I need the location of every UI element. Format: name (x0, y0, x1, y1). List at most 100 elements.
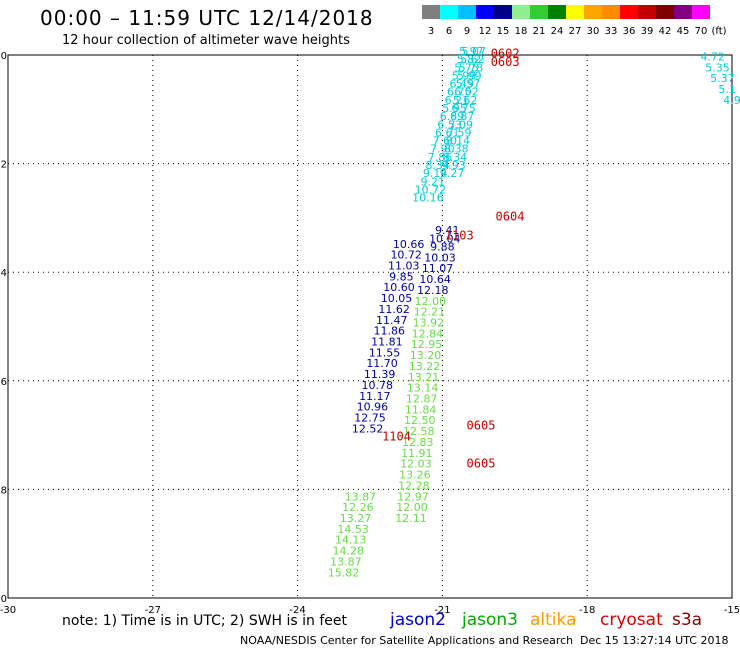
scale-label: 18 (514, 26, 528, 37)
pass-time-label: 0605 (467, 419, 496, 433)
pass-time-label: 1103 (445, 229, 474, 243)
chart-subtitle: 12 hour collection of altimeter wave hei… (62, 33, 350, 48)
wave-height-label: 12.21 (414, 306, 446, 319)
wave-height-label: 5.75 (454, 61, 479, 74)
x-tick-label: -30 (0, 605, 16, 616)
wave-height-label: 15.82 (328, 566, 360, 579)
wave-height-label: 11.47 (376, 314, 408, 327)
wave-height-label: 7.59 (447, 126, 472, 139)
scale-label: 15 (496, 26, 510, 37)
wave-height-label: 10.64 (419, 273, 451, 286)
wave-height-label: 8.14 (446, 135, 471, 148)
scale-label: 24 (550, 26, 564, 37)
wave-height-label: 11.62 (378, 303, 410, 316)
scale-swatch (476, 5, 494, 19)
scale-swatch (440, 5, 458, 19)
wave-height-label: 6.89 (440, 110, 465, 123)
wave-height-label: 5.07 (462, 45, 487, 58)
wave-height-label: 11.07 (422, 262, 454, 275)
wave-height-label: 5.78 (459, 61, 484, 74)
wave-height-label: 8.38 (444, 143, 469, 156)
scale-swatch (494, 5, 512, 19)
wave-height-label: 5.97 (459, 45, 484, 58)
wave-height-label: 11.84 (405, 403, 437, 416)
wave-height-label: 10.72 (390, 249, 422, 262)
wave-height-label: 5.1 (718, 83, 736, 96)
wave-height-label: 10.04 (429, 232, 461, 245)
scale-label: 39 (640, 26, 654, 37)
y-tick-label: -38 (0, 485, 7, 496)
scale-label: 3 (427, 26, 435, 37)
wave-height-label: 13.22 (409, 360, 441, 373)
scale-swatch (548, 5, 566, 19)
scale-swatch (602, 5, 620, 19)
wave-height-label: 5.57 (456, 78, 481, 91)
scale-label: 42 (658, 26, 672, 37)
scale-label: 33 (604, 26, 618, 37)
x-tick-label: -18 (579, 605, 595, 616)
scale-label: 70 (694, 26, 708, 37)
wave-height-label: 12.83 (402, 436, 434, 449)
y-tick-label: -36 (0, 377, 7, 388)
wave-height-label: 7.60 (433, 135, 458, 148)
wave-height-label: 5.99 (452, 69, 477, 82)
scale-swatch (584, 5, 602, 19)
wave-height-label: 12.26 (342, 501, 374, 514)
x-tick-label: -27 (145, 605, 161, 616)
wave-height-label: 12.58 (403, 425, 435, 438)
wave-height-label: 7.86 (428, 151, 453, 164)
wave-height-label: 13.20 (410, 349, 442, 362)
wave-height-label: 10.03 (424, 251, 456, 264)
wave-height-label: 12.03 (400, 458, 432, 471)
y-tick-label: -30 (0, 51, 7, 62)
x-tick-label: -15 (724, 605, 740, 616)
scale-label: 30 (586, 26, 600, 37)
wave-height-label: 11.91 (401, 447, 433, 460)
wave-height-label: 14.53 (337, 523, 369, 536)
scale-label: 12 (478, 26, 492, 37)
scale-swatch (458, 5, 476, 19)
pass-time-label: 0603 (491, 55, 520, 69)
satellite-cryosat: cryosat (600, 610, 663, 630)
wave-height-label: 6.75 (447, 86, 472, 99)
wave-height-label: 13.27 (340, 512, 372, 525)
wave-height-label: 6.61 (435, 126, 460, 139)
wave-height-label: 13.26 (399, 469, 431, 482)
wave-height-label: 4.72 (700, 50, 725, 63)
wave-height-label: 11.39 (364, 368, 396, 381)
wave-height-label: 6.53 (437, 118, 462, 131)
wave-height-label: 13.87 (330, 555, 362, 568)
wave-height-label: 6.49 (449, 78, 474, 91)
wave-height-label: 7.90 (430, 143, 455, 156)
y-tick-label: -34 (0, 268, 7, 279)
wave-height-label: 11.81 (371, 336, 403, 349)
wave-height-label: 6.02 (454, 86, 479, 99)
wave-height-label: 12.50 (404, 414, 436, 427)
wave-height-label: 11.70 (366, 357, 398, 370)
wave-height-label: 10.78 (361, 379, 393, 392)
pass-time-label: 0602 (491, 47, 520, 61)
wave-height-label: 12.87 (406, 393, 438, 406)
wave-height-label: 9.21 (420, 175, 445, 188)
scale-swatch (512, 5, 530, 19)
wave-height-label: 11.03 (388, 259, 420, 272)
wave-height-label: 11.55 (369, 346, 401, 359)
wave-height-label: 12.00 (415, 295, 447, 308)
satellite-jason3: jason3 (462, 610, 518, 630)
wave-height-label: 5.62 (460, 53, 485, 66)
wave-height-label: 10.96 (357, 401, 389, 414)
wave-height-label: 10.66 (393, 238, 425, 251)
scale-swatch (638, 5, 656, 19)
scale-swatch (656, 5, 674, 19)
wave-height-label: 10.72 (415, 183, 447, 196)
wave-height-label: 10.05 (381, 292, 413, 305)
wave-height-label: 5.95 (442, 102, 467, 115)
satellite-s3a: s3a (672, 610, 703, 630)
wave-height-label: 9.41 (435, 224, 460, 237)
scale-swatch (620, 5, 638, 19)
wave-height-label: 8.34 (443, 151, 468, 164)
wave-height-label: 10.60 (383, 281, 415, 294)
wave-height-label: 12.97 (397, 490, 429, 503)
wave-height-label: 13.87 (345, 490, 377, 503)
wave-height-label: 12.84 (412, 327, 444, 340)
